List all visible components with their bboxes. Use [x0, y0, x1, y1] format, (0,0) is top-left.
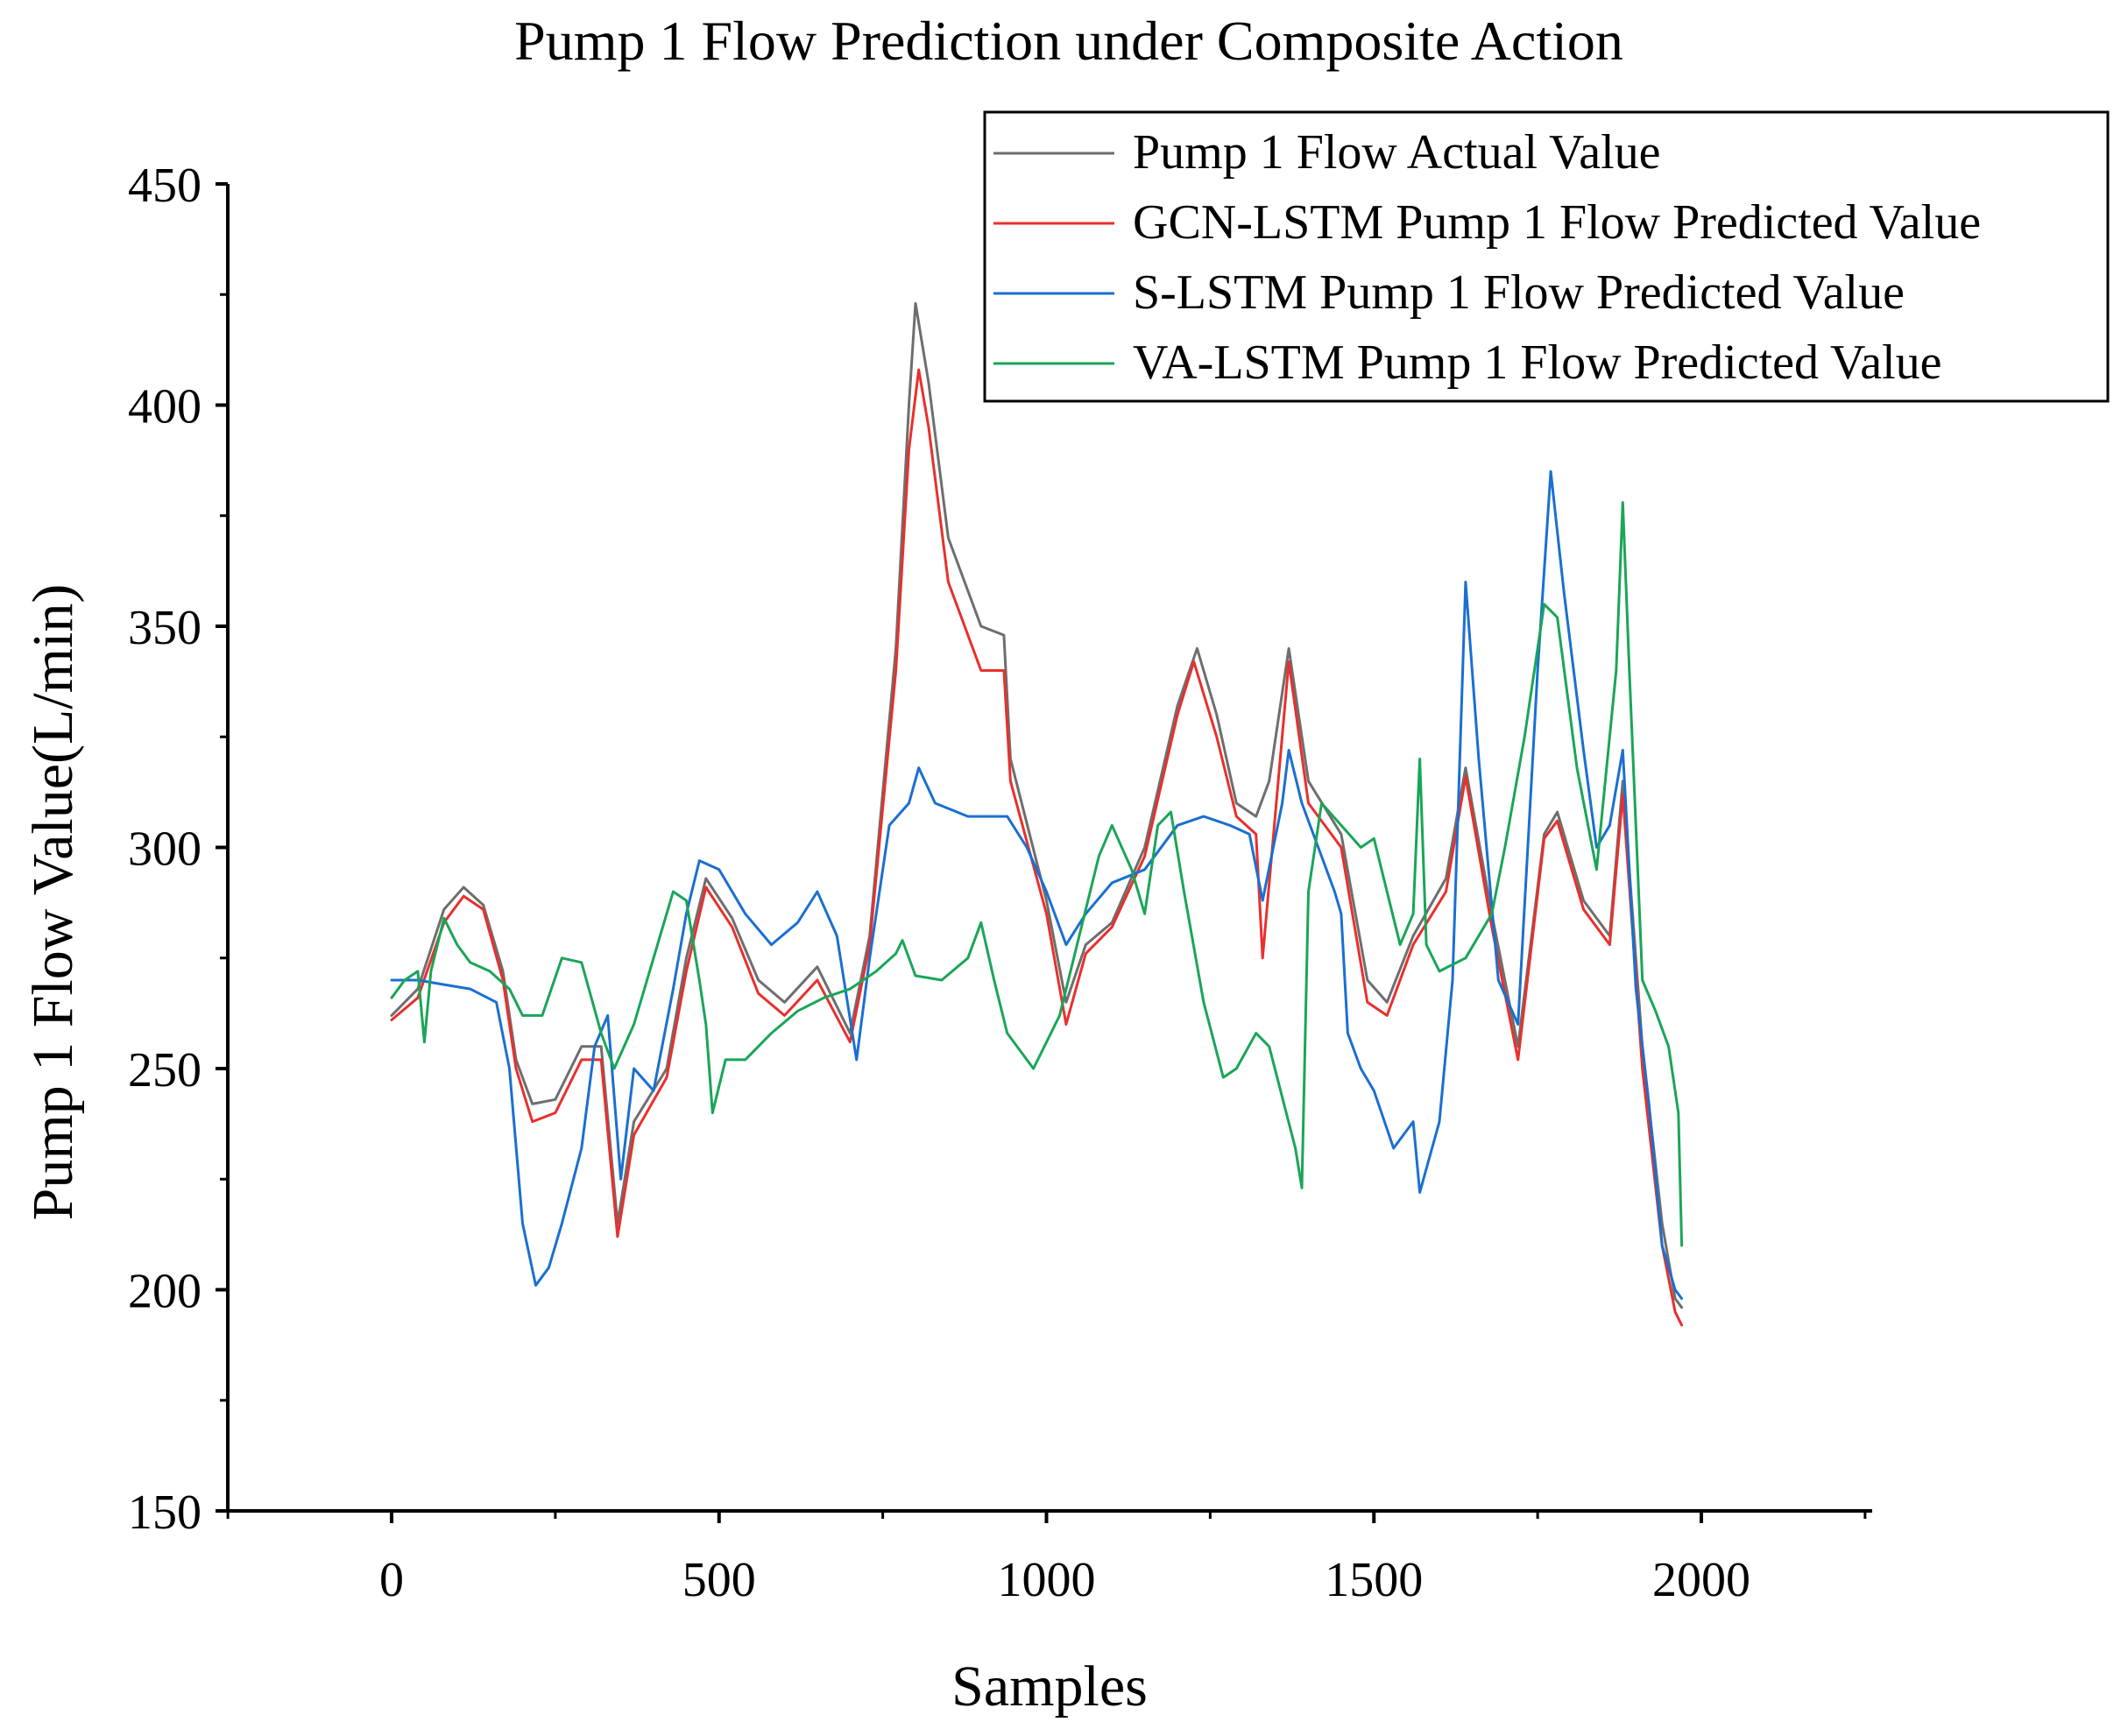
y-tick-label: 150	[128, 1485, 201, 1540]
legend-box	[983, 110, 2110, 403]
chart-title: Pump 1 Flow Prediction under Composite A…	[514, 10, 1623, 72]
legend-label-actual: Pump 1 Flow Actual Value	[1133, 125, 1661, 180]
y-tick-label: 250	[128, 1043, 201, 1097]
legend-item-gcn-lstm: GCN-LSTM Pump 1 Flow Predicted Value	[993, 195, 1981, 250]
series-line-1	[390, 368, 1684, 1327]
x-tick-label: 0	[379, 1553, 404, 1607]
x-tick-label: 1000	[998, 1553, 1096, 1607]
legend-item-s-lstm: S-LSTM Pump 1 Flow Predicted Value	[993, 265, 1905, 320]
y-tick-label: 400	[128, 380, 201, 434]
y-tick-label: 300	[128, 822, 201, 877]
series-line-0	[390, 301, 1684, 1309]
legend-item-va-lstm: VA-LSTM Pump 1 Flow Predicted Value	[993, 335, 1941, 390]
x-tick-label: 500	[682, 1553, 756, 1607]
legend-item-actual: Pump 1 Flow Actual Value	[993, 125, 1661, 180]
x-ticks: 0 500 1000 1500 2000	[226, 1511, 1867, 1607]
x-tick-label: 1500	[1325, 1553, 1423, 1607]
y-ticks: 150 200 250 300 350 400 450	[128, 159, 228, 1540]
y-tick-label: 350	[128, 601, 201, 655]
x-tick-label: 2000	[1652, 1553, 1750, 1607]
series-lines	[390, 301, 1684, 1327]
legend-label-s-lstm: S-LSTM Pump 1 Flow Predicted Value	[1133, 265, 1905, 320]
y-tick-label: 200	[128, 1265, 201, 1319]
legend: Pump 1 Flow Actual Value GCN-LSTM Pump 1…	[983, 110, 2110, 403]
x-axis-label: Samples	[951, 1655, 1148, 1718]
y-axis-label: Pump 1 Flow Value(L/min)	[21, 584, 85, 1221]
legend-label-gcn-lstm: GCN-LSTM Pump 1 Flow Predicted Value	[1133, 195, 1981, 250]
series-line-3	[390, 501, 1684, 1247]
series-line-2	[390, 469, 1684, 1301]
legend-label-va-lstm: VA-LSTM Pump 1 Flow Predicted Value	[1133, 335, 1941, 390]
y-tick-label: 450	[128, 159, 201, 213]
